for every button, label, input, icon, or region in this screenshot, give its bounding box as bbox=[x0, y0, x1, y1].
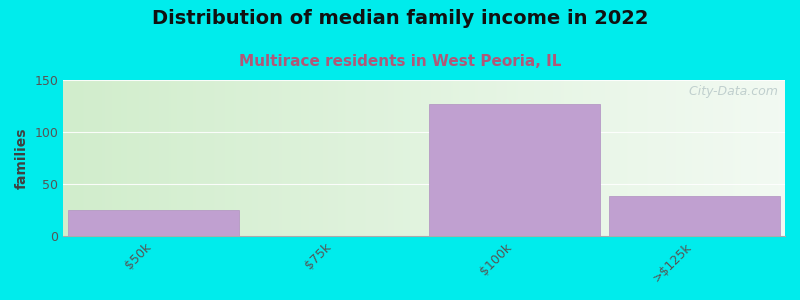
Bar bbox=[429, 104, 600, 236]
Y-axis label: families: families bbox=[15, 127, 29, 189]
Bar bbox=[68, 210, 239, 236]
Text: Distribution of median family income in 2022: Distribution of median family income in … bbox=[152, 9, 648, 28]
Bar bbox=[609, 196, 781, 236]
Text: Multirace residents in West Peoria, IL: Multirace residents in West Peoria, IL bbox=[239, 54, 561, 69]
Text: City-Data.com: City-Data.com bbox=[685, 85, 778, 98]
